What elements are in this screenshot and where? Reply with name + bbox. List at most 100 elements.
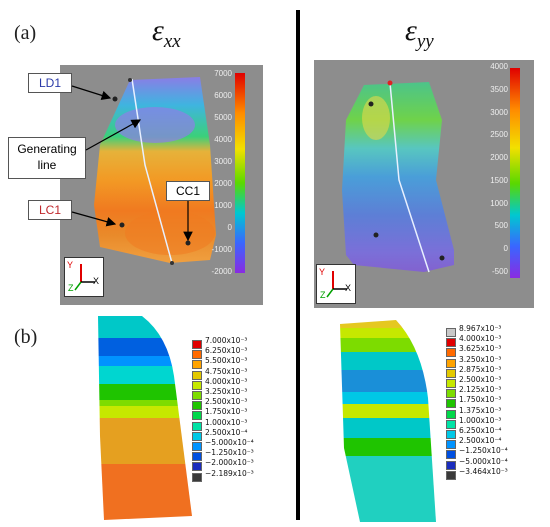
axis-x-label: X <box>93 276 100 286</box>
legend-swatch <box>192 462 202 472</box>
epsilon-symbol: ε <box>152 14 164 47</box>
legend-row: 1.750x10⁻³ <box>446 395 501 409</box>
legend-swatch <box>446 440 456 450</box>
legend-swatch <box>192 421 202 431</box>
legend-swatch <box>446 338 456 348</box>
colorbar-tick-label: 6000 <box>214 91 232 100</box>
legend-label: 3.250x10⁻³ <box>459 354 502 364</box>
legend-row: 4.750x10⁻³ <box>192 367 247 381</box>
legend-label: 2.500x10⁻³ <box>459 375 502 384</box>
marker <box>112 96 118 102</box>
legend-swatch <box>446 470 456 480</box>
legend-label: 1.000x10⁻³ <box>205 417 248 427</box>
legend-swatch <box>446 389 456 399</box>
colorbar-tick-label: 0 <box>503 244 508 254</box>
callout-generating-line: Generating line <box>8 137 86 179</box>
legend-row: 1.375x10⁻³ <box>446 406 501 420</box>
legend-row: 3.625x10⁻³ <box>446 344 501 358</box>
legend-swatch <box>192 452 202 462</box>
marker <box>128 78 132 82</box>
legend-swatch <box>446 399 456 409</box>
callout-cc1: CC1 <box>166 181 210 201</box>
axes-arrows <box>326 271 347 298</box>
axis-z-label: Z <box>320 290 326 300</box>
legend-label: 4.000x10⁻³ <box>459 334 502 344</box>
callout-ld1: LD1 <box>28 73 72 93</box>
legend-row: 2.500x10⁻³ <box>446 375 501 389</box>
marker <box>373 232 379 238</box>
vertical-divider <box>296 10 300 520</box>
colorbar-tick-label: 0 <box>227 223 232 232</box>
legend-label: −2.189x10⁻³ <box>205 468 254 478</box>
fe-legend-exx: 7.000x10⁻³ 6.250x10⁻³ 5.500x10⁻³ 4.750x10⁻³… <box>192 336 292 490</box>
high-strain-region <box>125 211 215 255</box>
colorbar-tick-label: 2500 <box>490 130 508 140</box>
legend-row: −1.250x10⁻⁴ <box>446 446 508 460</box>
colorbar-tick-label: 4000 <box>214 135 232 144</box>
legend-swatch <box>446 430 456 439</box>
colorbar-tick-label: 3500 <box>490 84 508 94</box>
legend-row: 5.500x10⁻³ <box>192 356 247 370</box>
dic-colorbar-labels-exx: 7000 6000 5000 4000 3000 2000 1000 0 -1000 -2000 <box>210 70 232 280</box>
dic-colorbar-labels-eyy: 4000 3500 3000 2500 2000 1500 1000 500 0 -500 <box>484 63 508 283</box>
legend-row: 1.000x10⁻³ <box>446 416 501 430</box>
panel-label-b: (b) <box>14 326 38 348</box>
legend-label: 2.500x10⁻³ <box>205 397 248 407</box>
axis-z-label: Z <box>68 283 74 293</box>
fe-legend-eyy: 8.967x10⁻³ 4.000x10⁻³ 3.625x10⁻³ 3.250x10⁻³… <box>446 324 546 488</box>
legend-swatch <box>192 340 202 349</box>
legend-label: −5.000x10⁻⁴ <box>459 456 508 466</box>
legend-label: 6.250x10⁻³ <box>205 346 248 356</box>
legend-label: 2.125x10⁻³ <box>459 385 502 395</box>
dic-specimen-exx <box>94 73 245 273</box>
axis-y-label: Y <box>319 267 326 277</box>
dic-image-exx: 7000 6000 5000 4000 3000 2000 1000 0 -1000 -2000 … <box>60 65 263 305</box>
legend-label: 6.250x10⁻⁴ <box>459 426 502 435</box>
dic-colorbar-exx <box>235 73 245 273</box>
title-eyy: εyy <box>405 14 434 53</box>
legend-label: −3.464x10⁻³ <box>459 466 508 476</box>
legend-swatch <box>446 358 456 368</box>
legend-row: 2.875x10⁻³ <box>446 365 501 379</box>
legend-label: 3.625x10⁻³ <box>459 344 502 354</box>
legend-label: 7.000x10⁻³ <box>205 336 248 345</box>
legend-label: 1.750x10⁻³ <box>459 395 502 405</box>
legend-row: 3.250x10⁻³ <box>192 387 247 401</box>
marker <box>119 222 125 228</box>
legend-label: −1.250x10⁻³ <box>205 448 254 458</box>
colorbar-tick-label: -1000 <box>211 245 232 254</box>
legend-swatch <box>446 460 456 470</box>
marker <box>185 240 191 246</box>
legend-label: 1.750x10⁻³ <box>205 407 248 417</box>
legend-label: 1.000x10⁻³ <box>459 415 502 425</box>
legend-row: −5.000x10⁻⁴ <box>192 438 254 452</box>
legend-swatch <box>192 442 202 451</box>
legend-row: −5.000x10⁻⁴ <box>446 457 508 471</box>
colorbar-tick-label: -2000 <box>211 267 232 276</box>
colorbar-tick-label: 1500 <box>490 175 508 185</box>
callout-arrows <box>71 85 193 242</box>
legend-swatch <box>192 360 202 370</box>
legend-swatch <box>192 370 202 380</box>
legend-swatch <box>446 328 456 337</box>
generating-line-trace <box>131 78 173 264</box>
colorbar-tick-label: 4000 <box>490 62 508 71</box>
legend-label: −2.000x10⁻³ <box>205 458 254 468</box>
legend-row: 4.000x10⁻³ <box>192 377 247 391</box>
marker <box>439 255 445 261</box>
colorbar-tick-label: 3000 <box>490 107 508 117</box>
colorbar-tick-label: 1000 <box>214 201 232 210</box>
colorbar-tick-label: 2000 <box>214 179 232 188</box>
low-strain-region <box>115 107 195 143</box>
legend-label: 1.375x10⁻³ <box>459 405 502 415</box>
subscript-yy: yy <box>416 31 434 52</box>
legend-row: 7.000x10⁻³ <box>192 336 247 350</box>
legend-swatch <box>192 401 202 411</box>
dic-colorbar-eyy <box>510 68 520 278</box>
legend-swatch <box>446 409 456 419</box>
title-exx: εxx <box>152 14 181 53</box>
legend-swatch <box>446 368 456 378</box>
dic-specimen-eyy <box>342 68 520 278</box>
generating-line-trace <box>389 82 430 273</box>
colorbar-tick-label: 3000 <box>214 157 232 166</box>
